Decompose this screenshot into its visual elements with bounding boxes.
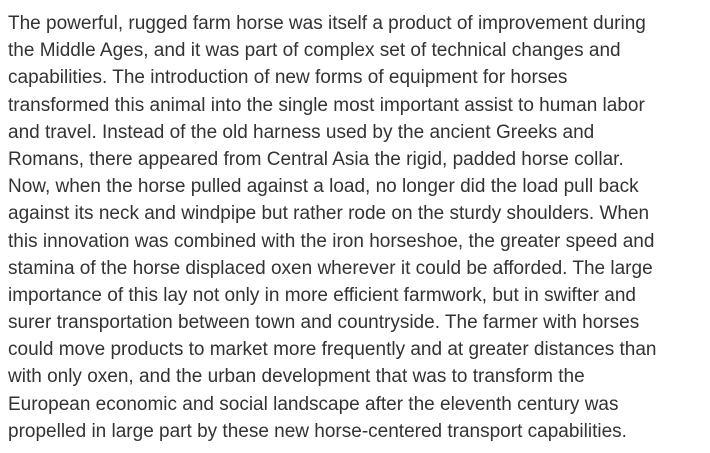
passage-line: could move products to market more frequ… <box>8 339 657 361</box>
passage-line: against its neck and windpipe but rather… <box>8 203 650 225</box>
passage-line: stamina of the horse displaced oxen wher… <box>8 257 653 279</box>
passage-line: The powerful, rugged farm horse was itse… <box>8 13 646 34</box>
passage-line: the Middle Ages, and it was part of comp… <box>8 40 621 62</box>
passage-line: surer transportation between town and co… <box>8 312 640 334</box>
passage-line: transformed this animal into the single … <box>8 94 645 116</box>
passage-line: this innovation was combined with the ir… <box>8 230 655 252</box>
reading-passage: The powerful, rugged farm horse was itse… <box>8 10 708 445</box>
passage-line: importance of this lay not only in more … <box>8 284 636 306</box>
passage-line: Now, when the horse pulled against a loa… <box>8 176 639 198</box>
passage-line: and travel. Instead of the old harness u… <box>8 121 595 143</box>
passage-line: European economic and social landscape a… <box>8 393 619 415</box>
passage-line: Romans, there appeared from Central Asia… <box>8 148 624 170</box>
passage-line: propelled in large part by these new hor… <box>8 420 627 442</box>
passage-line: capabilities. The introduction of new fo… <box>8 67 568 89</box>
passage-line: with only oxen, and the urban developmen… <box>8 366 585 388</box>
